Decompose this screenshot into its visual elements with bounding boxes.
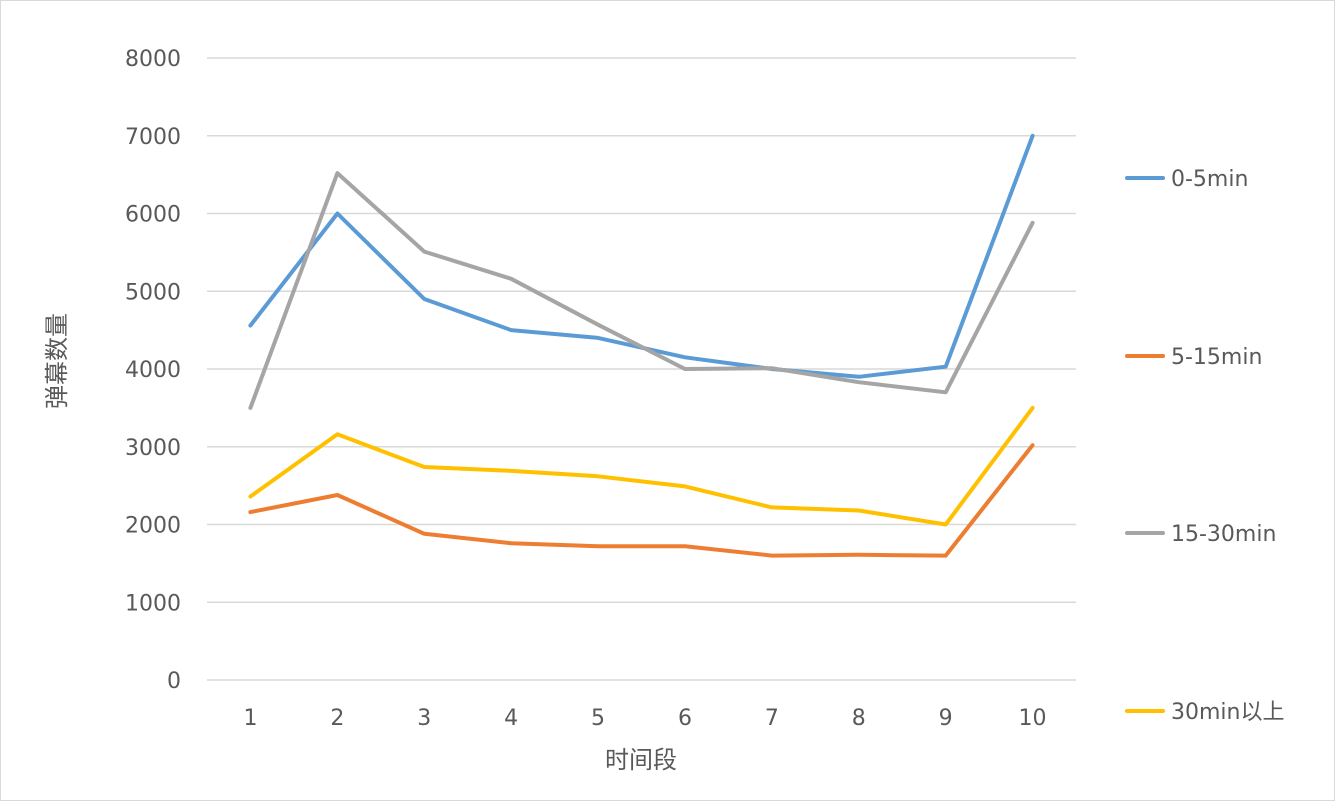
legend-label: 15-30min [1171, 522, 1276, 547]
y-tick-label: 3000 [125, 436, 181, 461]
y-tick-label: 1000 [125, 591, 181, 616]
y-tick-label: 7000 [125, 125, 181, 150]
x-tick-label: 9 [939, 706, 953, 731]
legend-label: 30min以上 [1171, 700, 1284, 725]
x-tick-label: 3 [417, 706, 431, 731]
legend-label: 0-5min [1171, 167, 1248, 192]
series-line-3 [248, 405, 1035, 527]
legend-label: 5-15min [1171, 345, 1262, 370]
x-tick-label: 1 [243, 706, 257, 731]
x-tick-label: 8 [852, 706, 866, 731]
series-line-2 [248, 171, 1035, 410]
legend: 0-5min 5-15min 15-30min 30min以上 [1125, 167, 1284, 725]
series-line-0 [248, 133, 1035, 379]
x-axis-tick-labels: 1 2 3 4 5 6 7 8 9 10 [243, 706, 1046, 731]
y-tick-label: 4000 [125, 358, 181, 383]
x-axis-title: 时间段 [605, 746, 677, 774]
y-tick-label: 0 [167, 669, 181, 694]
y-axis-tick-labels: 0 1000 2000 3000 4000 5000 6000 7000 8000 [125, 47, 181, 694]
x-tick-label: 7 [765, 706, 779, 731]
x-tick-label: 2 [330, 706, 344, 731]
y-tick-label: 5000 [125, 280, 181, 305]
x-tick-label: 6 [678, 706, 692, 731]
x-tick-label: 4 [504, 706, 518, 731]
x-tick-label: 5 [591, 706, 605, 731]
y-tick-label: 6000 [125, 203, 181, 228]
series-lines [248, 133, 1035, 558]
series-line-1 [248, 443, 1035, 558]
y-axis-title: 弹幕数量 [43, 313, 71, 409]
x-tick-label: 10 [1019, 706, 1047, 731]
y-tick-label: 2000 [125, 514, 181, 539]
y-tick-label: 8000 [125, 47, 181, 72]
gridlines [207, 57, 1076, 681]
